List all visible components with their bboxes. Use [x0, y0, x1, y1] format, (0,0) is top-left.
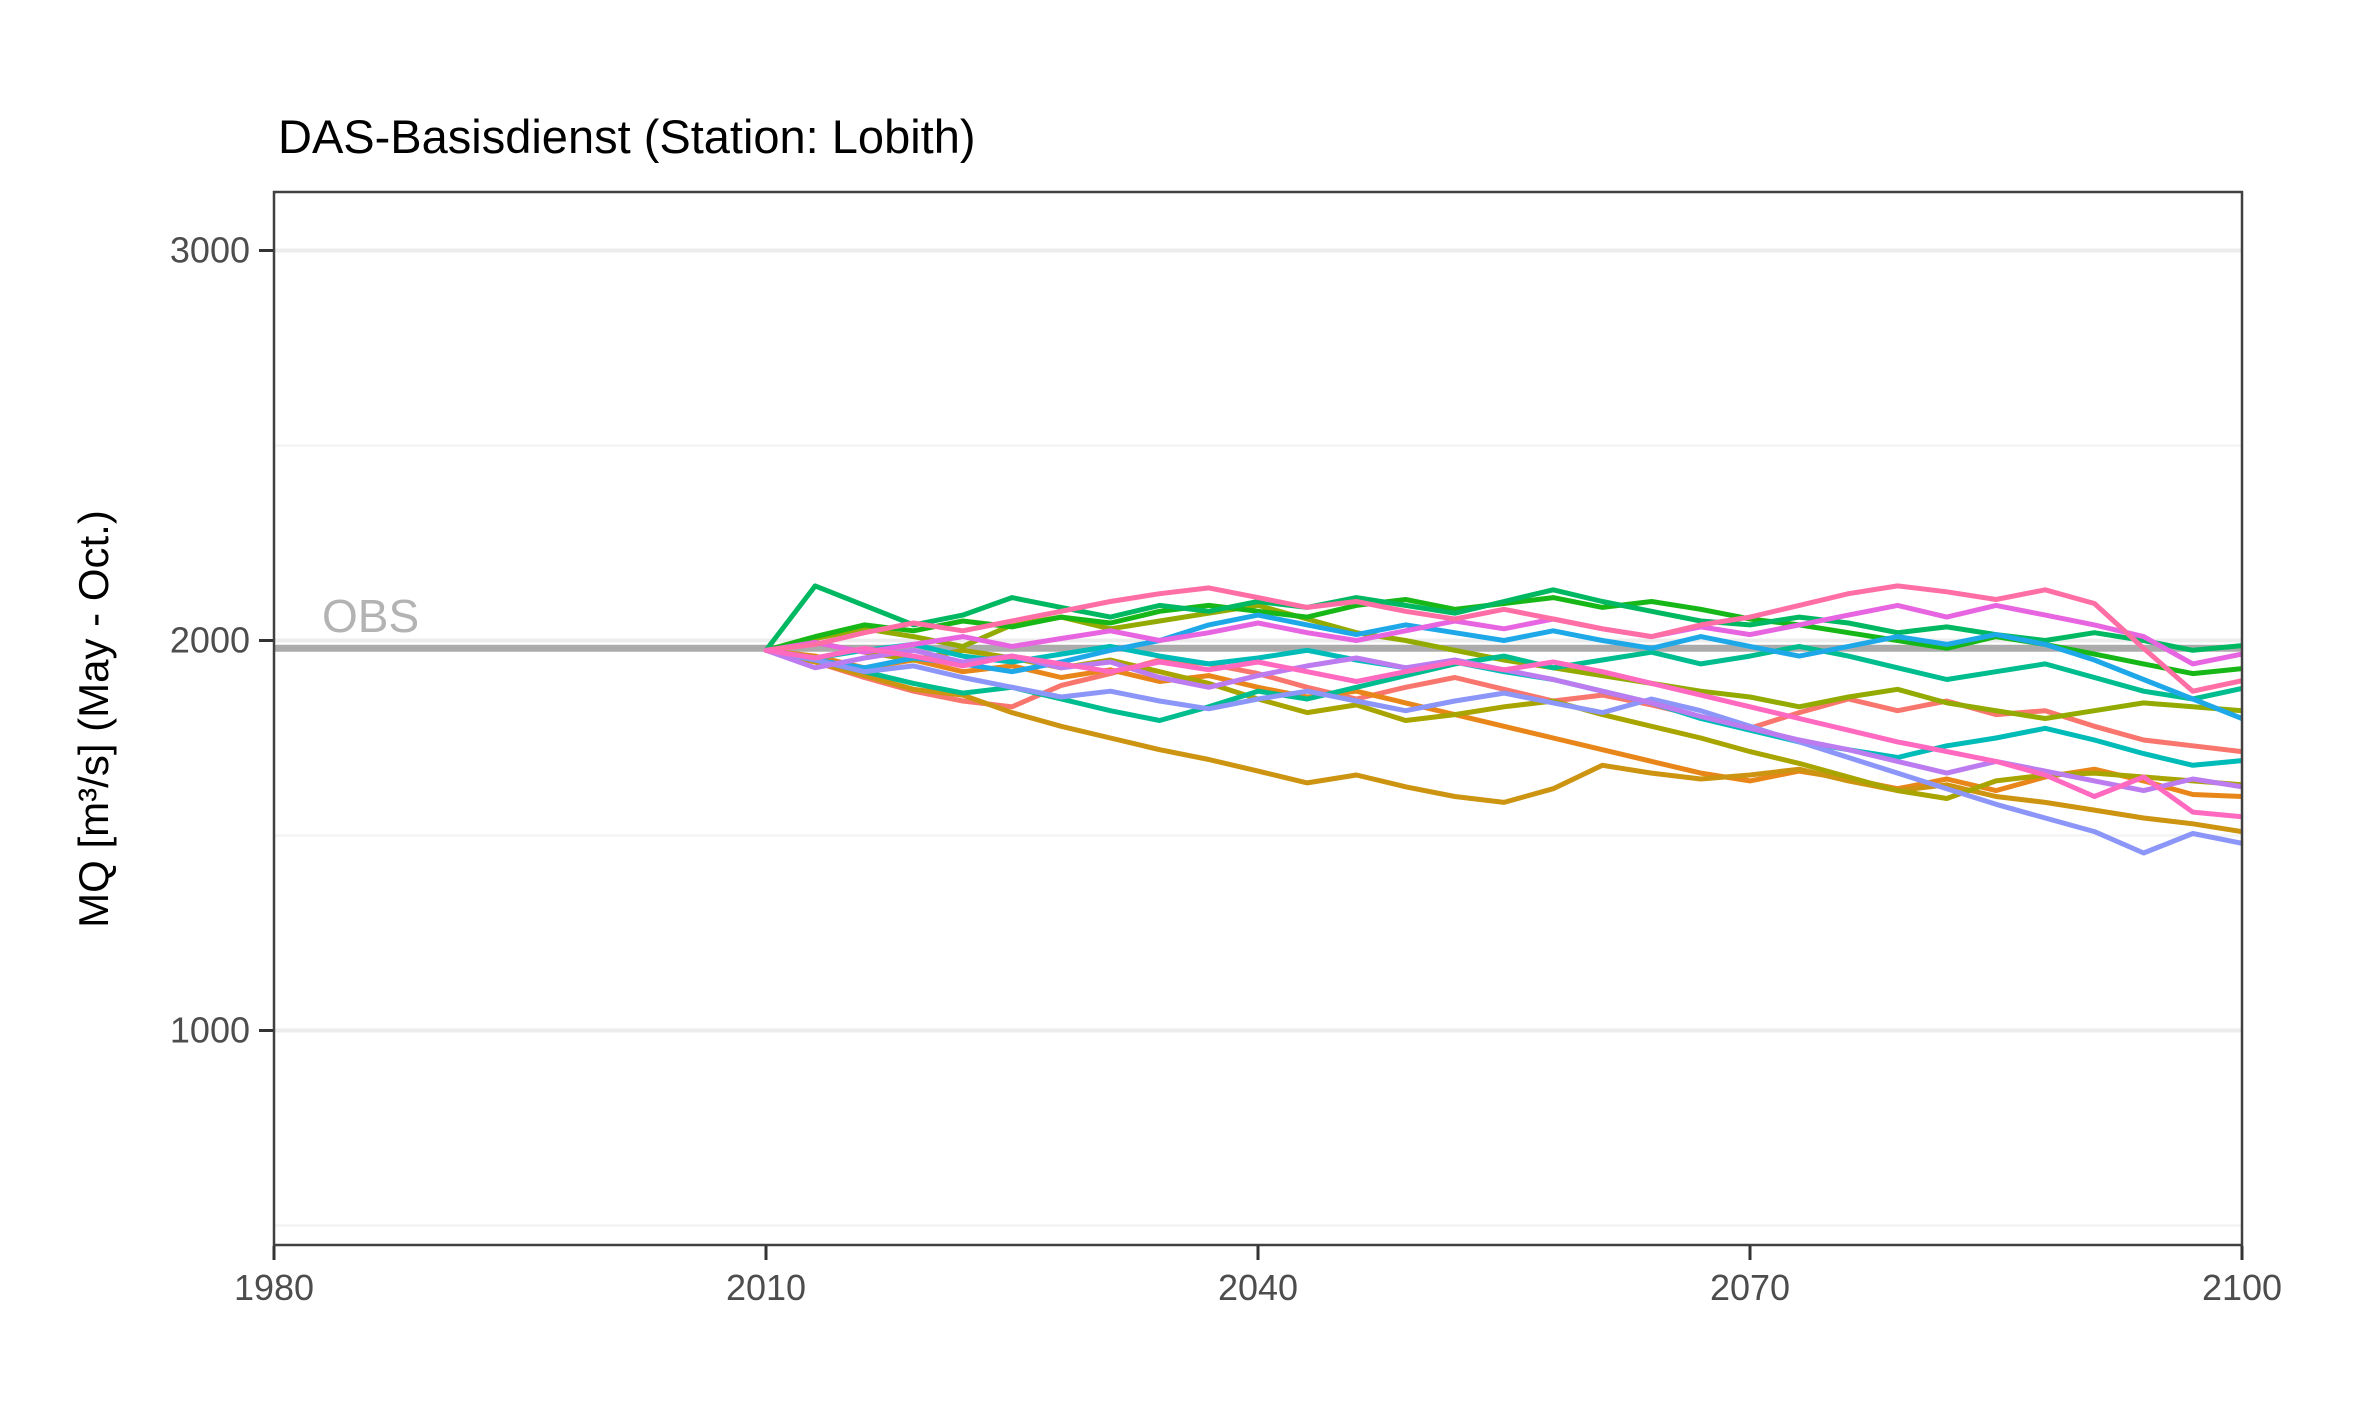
series-line-run-periwinkle [763, 647, 2242, 856]
series-line-run-hotpink [763, 583, 2242, 694]
series-line-run-salmon [763, 647, 2242, 755]
series-line-run-goldenrod [763, 647, 2242, 835]
x-tick-label: 2040 [1218, 1267, 1298, 1308]
y-tick-label: 1000 [170, 1010, 250, 1051]
series-line-run-orange [763, 647, 2242, 799]
x-tick-label: 2070 [1710, 1267, 1790, 1308]
series-line-run-skyblue [763, 612, 2242, 721]
series-line-run-orchid [763, 602, 2242, 667]
x-tick-label: 2010 [726, 1267, 806, 1308]
gridlines [274, 248, 2242, 1227]
obs-line-label: OBS [322, 590, 419, 642]
plot-panel-border [272, 190, 2244, 1247]
series-line-run-pink [763, 645, 2242, 820]
axis-ticks-and-labels: 1980 2010 2040 2070 2100 1000 2000 3000 [170, 230, 2282, 1309]
x-tick-label: 1980 [234, 1267, 314, 1308]
y-axis-title: MQ [m³/s] (May - Oct.) [70, 510, 117, 928]
y-tick-label: 3000 [170, 230, 250, 271]
x-tick-label: 2100 [2202, 1267, 2282, 1308]
y-tick-label: 2000 [170, 620, 250, 661]
chart-title: DAS-Basisdienst (Station: Lobith) [278, 110, 976, 163]
plot-panel-background [274, 192, 2242, 1245]
series-lines [763, 583, 2242, 856]
